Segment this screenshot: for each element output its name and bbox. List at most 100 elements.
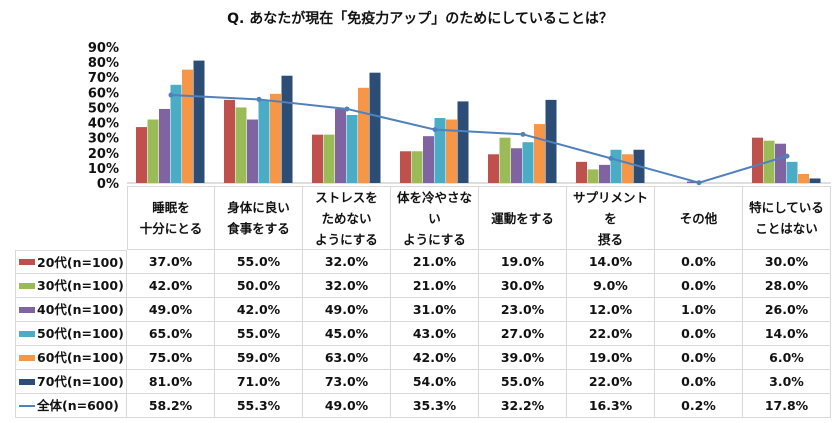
line-series bbox=[170, 94, 788, 184]
table-cell: 30.0% bbox=[479, 274, 567, 298]
table-cell: 32.2% bbox=[479, 394, 567, 418]
category-label: 特にしている ことはない bbox=[743, 186, 831, 250]
table-cell: 54.0% bbox=[391, 370, 479, 394]
line-point bbox=[256, 96, 262, 102]
table-cell: 49.0% bbox=[127, 298, 215, 322]
bar bbox=[193, 60, 205, 183]
bar bbox=[423, 136, 434, 183]
table-cell: 81.0% bbox=[127, 370, 215, 394]
legend-label: 70代(n=100) bbox=[37, 374, 124, 389]
legend-entry: 30代(n=100) bbox=[15, 274, 127, 298]
legend-entry: 60代(n=100) bbox=[15, 346, 127, 370]
table-cell: 17.8% bbox=[743, 394, 831, 418]
table-cell: 22.0% bbox=[567, 370, 655, 394]
category-label: 体を冷やさない ようにする bbox=[391, 186, 479, 250]
table-cell: 9.0% bbox=[567, 274, 655, 298]
legend-entry: 20代(n=100) bbox=[15, 250, 127, 274]
line-point bbox=[784, 153, 790, 159]
y-tick-label: 10% bbox=[88, 162, 119, 177]
table-cell: 0.0% bbox=[655, 274, 743, 298]
bar bbox=[335, 108, 346, 183]
bar bbox=[369, 72, 381, 183]
bar bbox=[687, 181, 698, 183]
bar bbox=[224, 99, 235, 183]
bar bbox=[312, 134, 323, 183]
bar bbox=[346, 115, 358, 183]
table-cell: 23.0% bbox=[479, 298, 567, 322]
bar bbox=[610, 149, 622, 183]
bar bbox=[752, 137, 763, 183]
table-cell: 63.0% bbox=[303, 346, 391, 370]
table-cell: 22.0% bbox=[567, 322, 655, 346]
table-cell: 73.0% bbox=[303, 370, 391, 394]
table-cell: 21.0% bbox=[391, 250, 479, 274]
bar bbox=[576, 161, 587, 183]
bar bbox=[775, 143, 786, 183]
bar bbox=[534, 124, 545, 183]
table-cell: 1.0% bbox=[655, 298, 743, 322]
bar bbox=[798, 173, 809, 183]
bar bbox=[258, 99, 270, 183]
table-cell: 35.3% bbox=[391, 394, 479, 418]
table-cell: 42.0% bbox=[391, 346, 479, 370]
bar bbox=[599, 164, 610, 183]
table-cell: 32.0% bbox=[303, 274, 391, 298]
table-cell: 45.0% bbox=[303, 322, 391, 346]
bar bbox=[159, 108, 170, 183]
table-cell: 16.3% bbox=[567, 394, 655, 418]
bar bbox=[247, 119, 258, 183]
legend-swatch bbox=[19, 354, 35, 361]
category-label: ストレスを ためない ようにする bbox=[303, 186, 391, 250]
table-cell: 19.0% bbox=[567, 346, 655, 370]
y-tick-label: 0% bbox=[97, 177, 119, 192]
bar bbox=[587, 169, 599, 183]
bar bbox=[457, 101, 469, 183]
table-cell: 39.0% bbox=[479, 346, 567, 370]
table-cell: 6.0% bbox=[743, 346, 831, 370]
bar bbox=[499, 137, 511, 183]
bar bbox=[786, 161, 798, 183]
table-cell: 21.0% bbox=[391, 274, 479, 298]
y-tick-label: 70% bbox=[88, 71, 119, 86]
legend-label: 20代(n=100) bbox=[37, 254, 124, 270]
chart-title: Q. あなたが現在「免疫力アップ」のためにしていることは？ bbox=[227, 11, 613, 27]
legend-swatch bbox=[19, 378, 35, 385]
table-cell: 43.0% bbox=[391, 322, 479, 346]
table-cell: 12.0% bbox=[567, 298, 655, 322]
table-cell: 37.0% bbox=[127, 250, 215, 274]
legend-swatch bbox=[19, 330, 35, 337]
bar bbox=[182, 69, 193, 183]
y-tick-label: 90% bbox=[88, 41, 119, 56]
line-point bbox=[344, 106, 350, 112]
legend-swatch bbox=[19, 259, 35, 265]
category-label: 身体に良い 食事をする bbox=[215, 186, 303, 250]
bar bbox=[270, 93, 281, 183]
bar bbox=[281, 75, 293, 183]
category-label: 睡眠を 十分にとる bbox=[127, 186, 215, 250]
legend-label: 全体(n=600) bbox=[37, 398, 119, 413]
category-label: その他 bbox=[655, 186, 743, 250]
bar bbox=[400, 151, 411, 183]
table-cell: 49.0% bbox=[303, 394, 391, 418]
table-cell: 27.0% bbox=[479, 322, 567, 346]
table-cell: 58.2% bbox=[127, 394, 215, 418]
bar bbox=[323, 134, 335, 183]
line-point bbox=[168, 92, 174, 98]
bar bbox=[622, 154, 633, 183]
table-cell: 0.0% bbox=[655, 370, 743, 394]
table-cell: 30.0% bbox=[743, 250, 831, 274]
table-cell: 75.0% bbox=[127, 346, 215, 370]
table-cell: 32.0% bbox=[303, 250, 391, 274]
table-cell: 0.0% bbox=[655, 346, 743, 370]
legend-label: 60代(n=100) bbox=[37, 350, 124, 365]
legend-swatch bbox=[19, 306, 35, 313]
table-cell: 0.2% bbox=[655, 394, 743, 418]
table-cell: 42.0% bbox=[127, 274, 215, 298]
legend-entry: 70代(n=100) bbox=[15, 370, 127, 394]
y-tick-label: 60% bbox=[88, 86, 119, 101]
line-point bbox=[696, 180, 702, 186]
y-tick-label: 50% bbox=[88, 101, 119, 116]
legend-label: 30代(n=100) bbox=[37, 278, 124, 293]
table-cell: 59.0% bbox=[215, 346, 303, 370]
